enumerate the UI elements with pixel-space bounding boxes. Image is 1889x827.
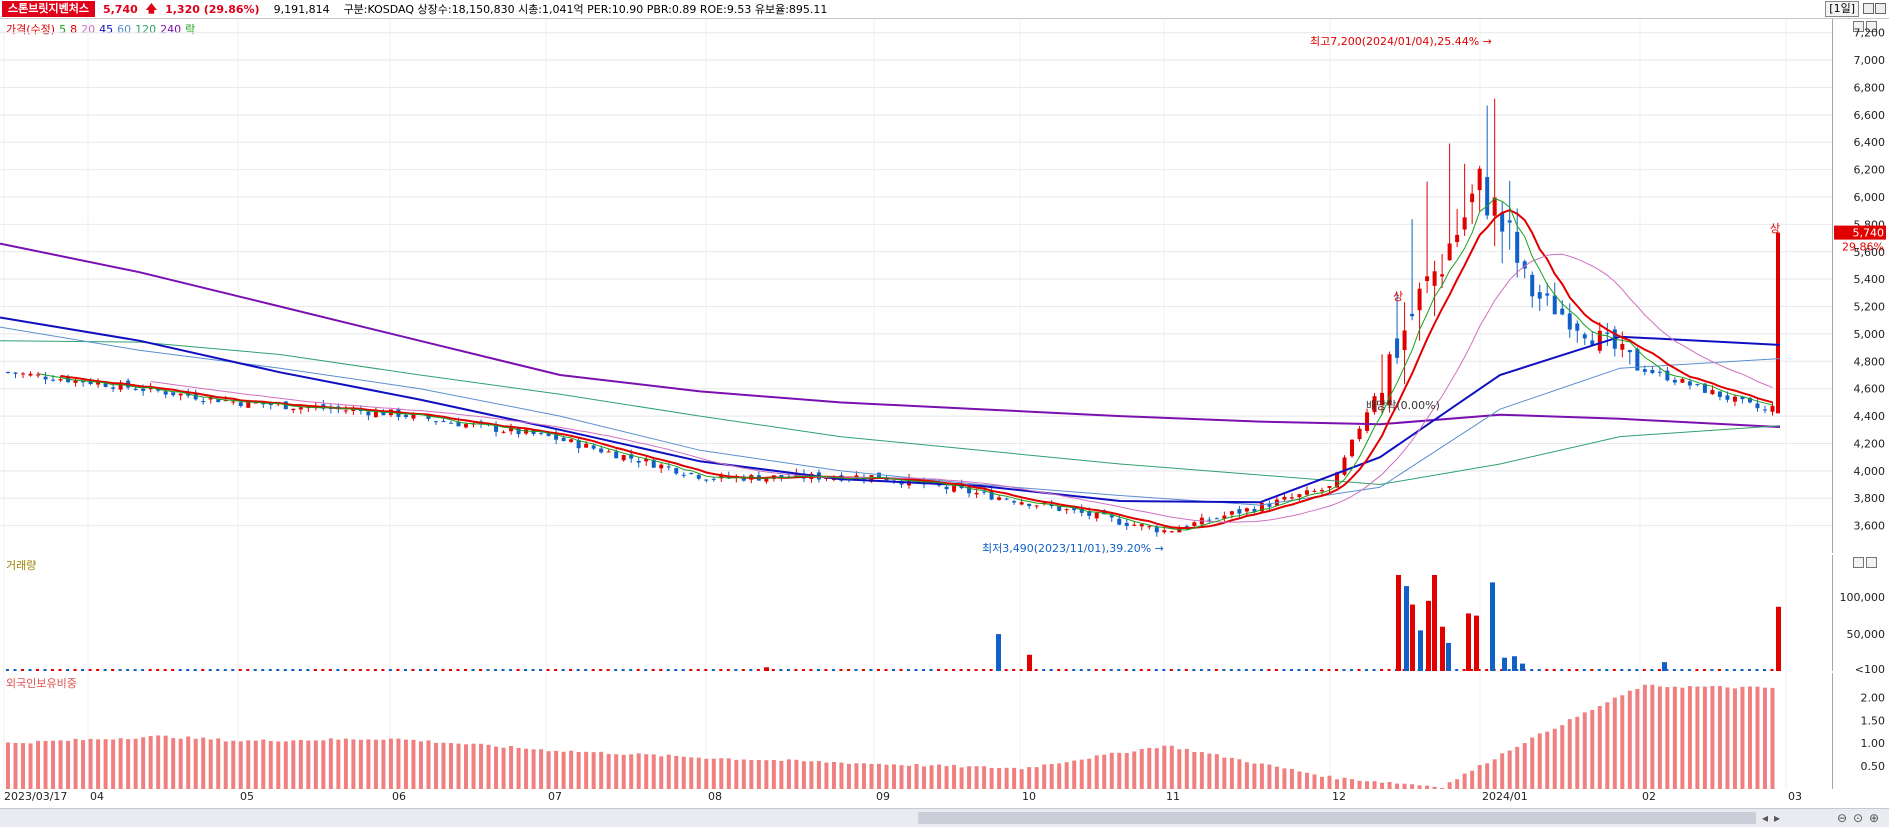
price-ytick: 3,800 [1854, 492, 1886, 505]
x-tick-label: 11 [1166, 790, 1180, 803]
scroll-right-icon[interactable]: ▸ [1773, 811, 1781, 825]
ma-legend-item[interactable]: 5 [59, 23, 67, 36]
zoom-reset-icon[interactable]: ⊙ [1852, 811, 1864, 825]
price-ytick: 4,200 [1854, 437, 1886, 450]
x-tick-label: 07 [548, 790, 562, 803]
period-selector[interactable]: [1일] [1825, 1, 1859, 17]
stock-fundamentals: 구분:KOSDAQ 상장수:18,150,830 시총:1,041억 PER:1… [343, 3, 828, 16]
x-tick-label: 02 [1642, 790, 1656, 803]
foreign-panel: 외국인보유비중 [0, 673, 1833, 789]
foreign-ytick: 1.50 [1861, 714, 1886, 727]
x-tick-label: 10 [1022, 790, 1036, 803]
price-change: 1,320 (29.86%) [165, 2, 260, 16]
up-arrow-icon: 🡅 [145, 1, 158, 15]
price-ytick: 4,400 [1854, 410, 1886, 423]
ma-legend-item[interactable]: 20 [81, 23, 96, 36]
ma-legend-item[interactable]: 240 [160, 23, 182, 36]
stock-name[interactable]: 스톤브릿지벤처스 [2, 1, 95, 17]
current-pct-label: 29.86% [1842, 241, 1884, 254]
ma-legend-item[interactable]: 8 [70, 23, 78, 36]
scroll-left-icon[interactable]: ◂ [1761, 811, 1769, 825]
price-ytick: 5,600 [1854, 246, 1886, 259]
price-ytick: 5,200 [1854, 301, 1886, 314]
price-ytick: 7,000 [1854, 54, 1886, 67]
price-ytick: 6,200 [1854, 164, 1886, 177]
volume-legend: 거래량 [6, 557, 36, 573]
zoom-in-icon[interactable]: ⊕ [1868, 811, 1880, 825]
volume-ytick: <100 [1855, 663, 1885, 676]
foreign-legend: 외국인보유비중 [6, 675, 77, 691]
x-tick-label: 2024/01 [1482, 790, 1528, 803]
price-panel: 가격(수정) 5 8 20 45 60 120 240 락 [0, 19, 1833, 553]
chart-scrollbar[interactable]: ◂ ▸ ⊖ ⊙ ⊕ [0, 808, 1889, 827]
price-ytick: 6,400 [1854, 136, 1886, 149]
x-tick-label: 05 [240, 790, 254, 803]
x-tick-label: 09 [876, 790, 890, 803]
x-axis: 2023/03/17 04 05 06 07 08 09 10 11 12 2024/01 02 03 [0, 790, 1889, 806]
price-ytick: 5,000 [1854, 328, 1886, 341]
x-tick-label: 03 [1788, 790, 1802, 803]
price-ytick: 6,800 [1854, 81, 1886, 94]
scroll-thumb[interactable] [918, 812, 1756, 824]
zoom-out-icon[interactable]: ⊖ [1836, 811, 1848, 825]
ma-legend-item[interactable]: 60 [117, 23, 132, 36]
volume-panel-close-icon[interactable] [1866, 557, 1877, 568]
ma-legend-item[interactable]: 45 [99, 23, 114, 36]
price-legend: 가격(수정) 5 8 20 45 60 120 240 락 [6, 21, 199, 37]
foreign-ytick: 2.00 [1861, 691, 1886, 704]
panel-maximize-icon[interactable] [1853, 21, 1864, 32]
panel-close-icon[interactable] [1866, 21, 1877, 32]
price-ytick: 4,600 [1854, 383, 1886, 396]
price-ytick: 6,600 [1854, 109, 1886, 122]
ma-legend: 5 8 20 45 60 120 240 락 [59, 21, 199, 37]
volume-legend-label[interactable]: 거래량 [6, 559, 37, 572]
current-price-label: 5,740 [1853, 227, 1885, 240]
stock-info-bar: 스톤브릿지벤처스 5,740 🡅 1,320 (29.86%) 9,191,81… [0, 0, 1889, 19]
x-tick-label: 06 [392, 790, 406, 803]
x-tick-label: 12 [1332, 790, 1346, 803]
volume-ytick: 50,000 [1847, 628, 1886, 641]
price-ytick: 3,600 [1854, 520, 1886, 533]
x-tick-label: 2023/03/17 [4, 790, 68, 803]
price-ytick: 5,400 [1854, 273, 1886, 286]
restore-icon[interactable] [1863, 3, 1874, 14]
price-ytick: 5,800 [1854, 218, 1886, 231]
current-price: 5,740 [102, 2, 138, 16]
foreign-ytick: 0.50 [1861, 760, 1886, 773]
price-ytick: 6,000 [1854, 191, 1886, 204]
current-price-box [1834, 225, 1886, 240]
price-ytick: 4,000 [1854, 465, 1886, 478]
price-ytick: 4,800 [1854, 355, 1886, 368]
x-tick-label: 04 [90, 790, 104, 803]
price-legend-label[interactable]: 가격(수정) [6, 23, 56, 36]
volume-panel-maximize-icon[interactable] [1853, 557, 1864, 568]
volume-value: 9,191,814 [273, 2, 330, 16]
foreign-legend-label[interactable]: 외국인보유비중 [6, 677, 77, 690]
x-tick-label: 08 [708, 790, 722, 803]
volume-ytick: 100,000 [1840, 591, 1886, 604]
volume-panel: 거래량 [0, 555, 1833, 671]
ma-legend-item[interactable]: 120 [135, 23, 157, 36]
foreign-ytick: 1.00 [1861, 737, 1886, 750]
ma-legend-item[interactable]: 락 [185, 23, 196, 36]
close-icon[interactable] [1875, 3, 1886, 14]
